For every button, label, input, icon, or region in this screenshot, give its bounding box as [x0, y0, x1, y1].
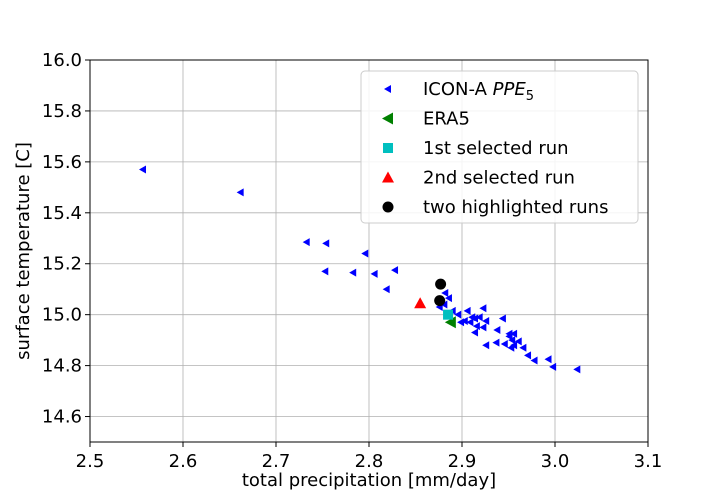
icon-a-ppe5-point: [507, 343, 515, 352]
icon-a-ppe5-point: [382, 285, 390, 294]
icon-a-ppe5-point: [573, 365, 581, 374]
icon-a-ppe5-point: [530, 356, 538, 365]
icon-a-ppe5-point: [236, 188, 244, 197]
icon-a-ppe5-point: [466, 318, 474, 327]
y-tick-label: 16.0: [42, 50, 82, 71]
icon-a-ppe5-point: [440, 300, 448, 309]
icon-a-ppe5-point: [361, 249, 369, 258]
legend-marker: [382, 201, 394, 213]
x-tick-label: 3.0: [541, 451, 570, 472]
legend-marker: [384, 85, 391, 93]
icon-a-ppe5-point: [321, 267, 329, 276]
legend-entry-label: two highlighted runs: [423, 197, 608, 218]
x-tick-label: 2.9: [448, 451, 477, 472]
icon-a-ppe5-point: [492, 338, 500, 347]
icon-a-ppe5-point: [444, 294, 452, 303]
two-highlighted-runs-point: [434, 295, 446, 307]
icon-a-ppe5-point: [472, 322, 480, 331]
x-tick-label: 2.6: [169, 451, 198, 472]
legend-marker: [382, 112, 393, 125]
y-tick-label: 15.4: [42, 203, 82, 224]
icon-a-ppe5-point: [471, 314, 479, 323]
icon-a-ppe5-point: [514, 337, 522, 346]
icon-a-ppe5-point: [475, 313, 483, 322]
era5-point: [444, 316, 456, 329]
icon-a-ppe5-point: [454, 310, 462, 319]
icon-a-ppe5-point: [508, 336, 516, 345]
x-tick-label: 2.7: [262, 451, 291, 472]
x-axis-label: total precipitation [mm/day]: [242, 470, 496, 491]
icon-a-ppe5-point: [519, 343, 527, 352]
y-axis-label: surface temperature [C]: [13, 142, 34, 360]
icon-a-ppe5-point: [500, 339, 508, 348]
icon-a-ppe5-point: [544, 355, 552, 364]
icon-a-ppe5-point: [441, 289, 449, 298]
icon-a-ppe5-point: [482, 317, 490, 326]
legend-marker: [382, 171, 394, 183]
icon-a-ppe5-point: [493, 325, 501, 334]
y-axis-ticks: 14.6 14.8 15.0 15.2 15.4 15.6 15.8 16.0: [42, 50, 90, 428]
icon-a-ppe5-point: [482, 341, 490, 350]
data-points: [139, 165, 581, 374]
icon-a-ppe5-point: [370, 269, 378, 278]
icon-a-ppe5-point: [479, 304, 487, 313]
icon-a-ppe5-point: [510, 329, 518, 338]
legend-marker: [383, 143, 393, 153]
x-axis-ticks: 2.5 2.6 2.7 2.8 2.9 3.0 3.1: [76, 442, 663, 472]
icon-a-ppe5-point: [460, 317, 468, 326]
icon-a-ppe5-point: [505, 332, 513, 341]
y-tick-label: 15.6: [42, 152, 82, 173]
legend-entry-label: ERA5: [423, 109, 470, 130]
legend-label-italic: PPE: [493, 79, 527, 100]
y-tick-label: 15.2: [42, 254, 82, 275]
icon-a-ppe5-point: [498, 314, 506, 323]
2nd-selected-run-point: [414, 297, 427, 309]
icon-a-ppe5-point: [524, 351, 532, 360]
x-tick-label: 2.8: [355, 451, 384, 472]
legend: ICON-A PPE5 ERA5 1st selected run 2nd selec…: [360, 70, 639, 224]
y-tick-label: 14.6: [42, 407, 82, 428]
icon-a-ppe5-point: [463, 306, 471, 315]
icon-a-ppe5-point: [549, 362, 557, 371]
x-tick-label: 3.1: [634, 451, 663, 472]
1st-selected-run-point: [443, 309, 454, 320]
y-tick-label: 15.8: [42, 101, 82, 122]
icon-a-ppe5-point: [322, 239, 330, 248]
icon-a-ppe5-point: [479, 323, 487, 332]
icon-a-ppe5-point: [302, 238, 310, 247]
x-tick-label: 2.5: [76, 451, 105, 472]
legend-box: [360, 70, 639, 224]
two-highlighted-runs-point: [435, 278, 447, 290]
legend-label-main: ICON-A: [423, 79, 493, 100]
icon-a-ppe5-point: [139, 165, 147, 174]
y-tick-label: 14.8: [42, 356, 82, 377]
y-tick-label: 15.0: [42, 305, 82, 326]
icon-a-ppe5-point: [471, 328, 479, 337]
icon-a-ppe5-point: [391, 266, 399, 275]
legend-entry-label: 1st selected run: [423, 138, 569, 159]
icon-a-ppe5-point: [349, 268, 357, 277]
legend-label-subscript: 5: [526, 89, 534, 104]
legend-entry-label: ICON-A PPE5: [423, 79, 534, 104]
legend-entry-label: 2nd selected run: [423, 168, 575, 189]
